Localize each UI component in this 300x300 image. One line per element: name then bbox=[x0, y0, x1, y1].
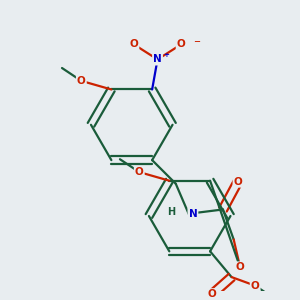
Text: O: O bbox=[77, 76, 86, 86]
Text: N: N bbox=[153, 54, 162, 64]
Text: O: O bbox=[130, 39, 138, 50]
Text: O: O bbox=[135, 167, 144, 177]
Text: O: O bbox=[177, 39, 185, 50]
Text: −: − bbox=[193, 37, 200, 46]
Text: O: O bbox=[234, 177, 242, 187]
Text: +: + bbox=[163, 52, 169, 58]
Text: O: O bbox=[236, 262, 244, 272]
Text: O: O bbox=[208, 289, 217, 299]
Text: O: O bbox=[251, 281, 260, 291]
Text: H: H bbox=[167, 207, 175, 217]
Text: N: N bbox=[188, 209, 197, 219]
